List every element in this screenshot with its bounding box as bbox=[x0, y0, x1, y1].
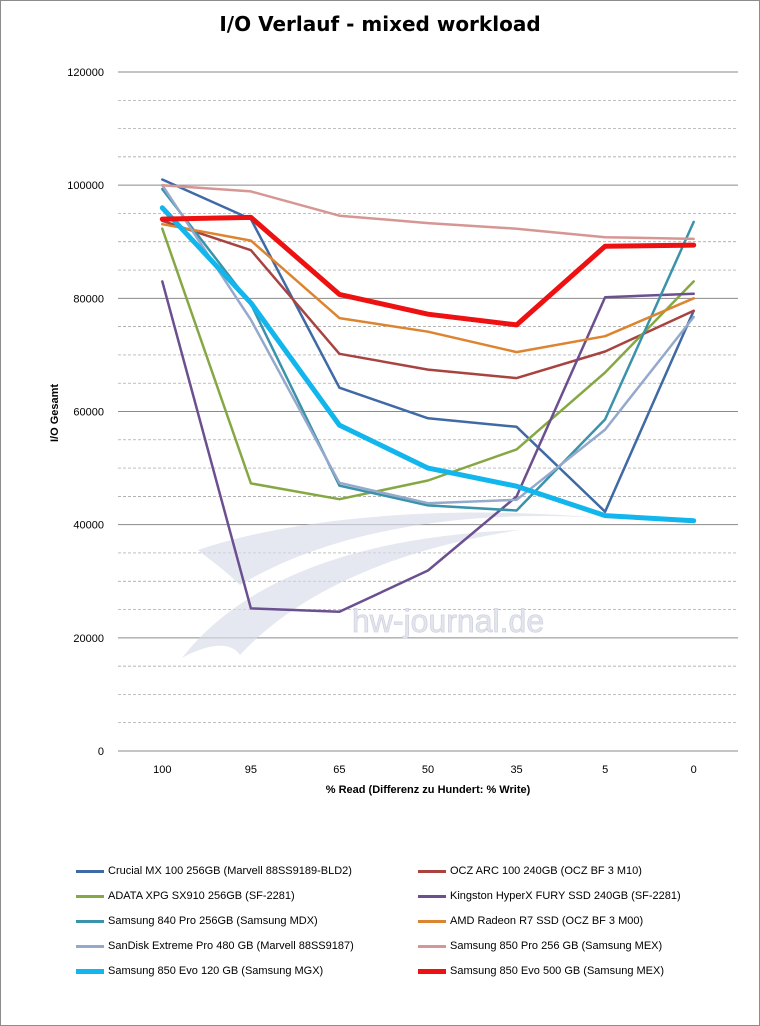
legend-swatch bbox=[76, 969, 104, 974]
y-tick-label: 80000 bbox=[73, 293, 104, 305]
legend-label: Samsung 840 Pro 256GB (Samsung MDX) bbox=[108, 915, 318, 927]
chart-title: I/O Verlauf - mixed workload bbox=[219, 12, 541, 36]
legend-label: Samsung 850 Evo 120 GB (Samsung MGX) bbox=[108, 965, 324, 977]
x-tick-labels: 100 95 65 50 35 5 0 bbox=[153, 764, 697, 776]
x-axis-title: % Read (Differenz zu Hundert: % Write) bbox=[326, 784, 531, 796]
legend-swatch bbox=[418, 870, 446, 873]
series-line-2 bbox=[161, 219, 695, 380]
plot-area: hw-journal.de 02000040000600008000010000… bbox=[49, 67, 738, 796]
legend-swatch bbox=[76, 945, 104, 948]
y-tick-labels: 0 20000 40000 60000 80000 100000 120000 bbox=[67, 67, 104, 758]
legend-swatch bbox=[76, 895, 104, 898]
legend-swatch bbox=[418, 895, 446, 898]
legend-swatch bbox=[418, 945, 446, 948]
watermark: hw-journal.de bbox=[182, 512, 600, 658]
legend-label: Crucial MX 100 256GB (Marvell 88SS9189-B… bbox=[108, 865, 352, 877]
legend-swatch bbox=[418, 969, 446, 974]
series-line-10 bbox=[159, 214, 697, 328]
y-tick-label: 120000 bbox=[67, 67, 104, 79]
legend-label: Kingston HyperX FURY SSD 240GB (SF-2281) bbox=[450, 890, 681, 902]
y-tick-label: 40000 bbox=[73, 520, 104, 532]
legend-swatch bbox=[76, 870, 104, 873]
y-tick-label: 60000 bbox=[73, 407, 104, 419]
legend-swatch bbox=[418, 920, 446, 923]
x-tick-label: 100 bbox=[153, 764, 171, 776]
gridlines bbox=[118, 71, 738, 752]
legend-label: ADATA XPG SX910 256GB (SF-2281) bbox=[108, 890, 295, 902]
x-tick-label: 5 bbox=[602, 764, 608, 776]
legend-label: Samsung 850 Evo 500 GB (Samsung MEX) bbox=[450, 965, 664, 977]
legend-label: SanDisk Extreme Pro 480 GB (Marvell 88SS… bbox=[108, 940, 354, 952]
watermark-swoosh-lower bbox=[182, 530, 520, 658]
x-tick-label: 35 bbox=[510, 764, 522, 776]
x-tick-label: 95 bbox=[245, 764, 257, 776]
series-line-3 bbox=[161, 227, 695, 501]
series-line-6 bbox=[161, 222, 695, 354]
series-line-7 bbox=[161, 183, 695, 505]
series-line-1 bbox=[161, 178, 695, 513]
x-tick-label: 50 bbox=[422, 764, 434, 776]
legend-swatch bbox=[76, 920, 104, 923]
watermark-text: hw-journal.de bbox=[352, 603, 544, 639]
y-axis-title: I/O Gesamt bbox=[49, 384, 61, 442]
legend-label: OCZ ARC 100 240GB (OCZ BF 3 M10) bbox=[450, 865, 642, 877]
watermark-swoosh-upper bbox=[198, 512, 600, 585]
series-lines bbox=[159, 178, 697, 614]
series-line-4 bbox=[161, 280, 695, 614]
x-tick-label: 65 bbox=[333, 764, 345, 776]
legend-label: AMD Radeon R7 SSD (OCZ BF 3 M00) bbox=[450, 915, 644, 927]
legend-label: Samsung 850 Pro 256 GB (Samsung MEX) bbox=[450, 940, 663, 952]
y-tick-label: 20000 bbox=[73, 633, 104, 645]
y-tick-label: 0 bbox=[98, 746, 104, 758]
series-line-8 bbox=[161, 183, 695, 241]
y-tick-label: 100000 bbox=[67, 180, 104, 192]
x-tick-label: 0 bbox=[691, 764, 697, 776]
series-line-9 bbox=[159, 205, 697, 524]
